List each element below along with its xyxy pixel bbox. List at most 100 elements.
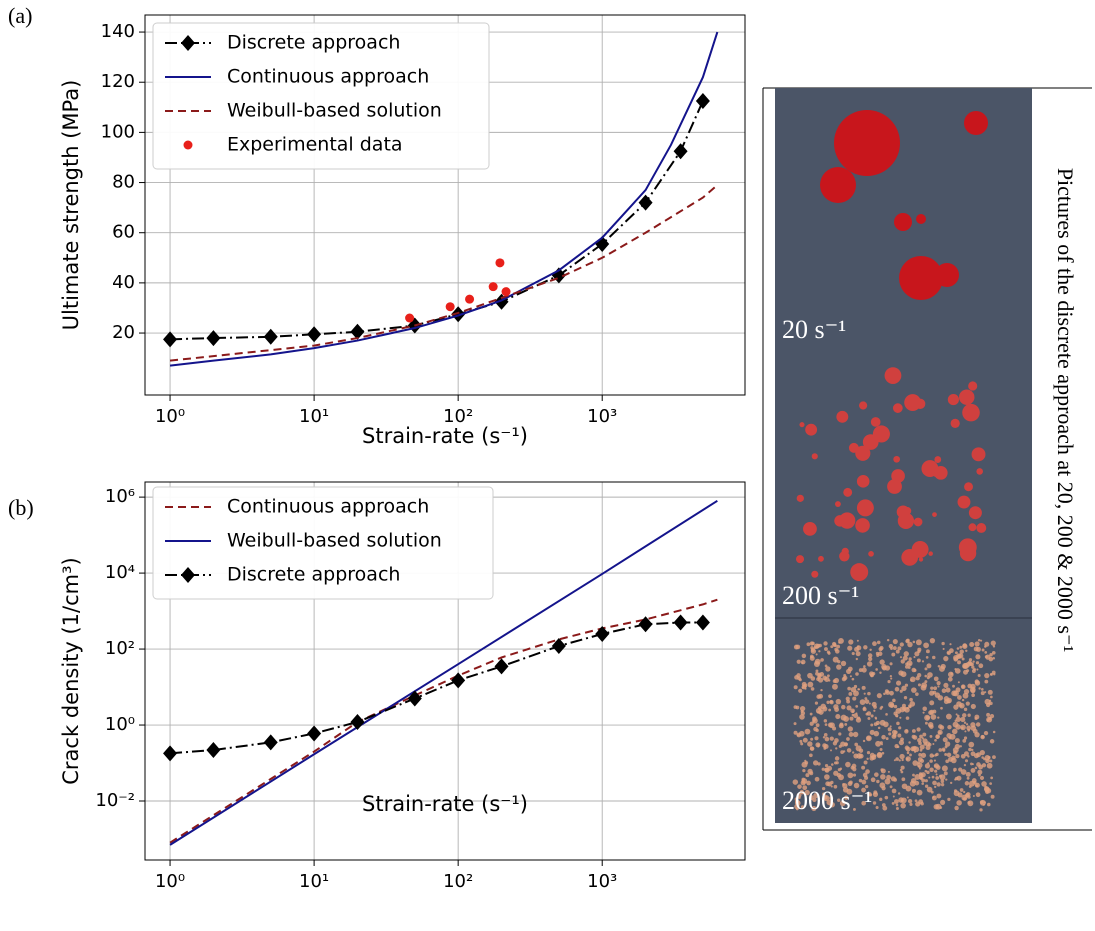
pore <box>794 797 799 801</box>
pore <box>807 741 813 747</box>
pore <box>974 782 980 788</box>
pore <box>912 760 919 766</box>
legend-label: Continuous approach <box>227 66 429 88</box>
pore <box>862 707 866 711</box>
pore <box>968 506 982 520</box>
legend-label: Discrete approach <box>227 564 400 586</box>
pore <box>948 648 954 654</box>
pore <box>899 716 902 719</box>
pore <box>975 722 981 727</box>
series-line <box>169 184 719 362</box>
pore <box>830 645 834 649</box>
pore <box>958 538 977 557</box>
pore <box>905 716 910 720</box>
pore <box>895 803 899 807</box>
pore <box>933 759 937 762</box>
pore <box>912 773 915 777</box>
pore <box>973 781 977 785</box>
pore <box>992 755 996 760</box>
image-label: 200 s⁻¹ <box>782 581 859 610</box>
pore <box>970 662 974 667</box>
pore <box>886 638 890 642</box>
pore <box>981 756 984 759</box>
pore <box>843 487 853 497</box>
pore <box>838 512 856 529</box>
pore <box>838 744 842 748</box>
pore <box>796 673 801 678</box>
pore <box>847 686 851 691</box>
pore <box>852 807 856 811</box>
pore <box>924 674 928 678</box>
pore <box>951 690 958 697</box>
pore <box>816 694 821 699</box>
marker <box>495 258 505 268</box>
pore <box>962 739 967 743</box>
pore <box>942 647 945 650</box>
pore <box>793 722 797 726</box>
pore <box>974 680 981 686</box>
pore <box>965 771 971 777</box>
pore <box>826 650 831 654</box>
pore <box>851 677 855 681</box>
pore <box>837 798 841 803</box>
pore <box>940 779 945 784</box>
pore <box>954 805 959 811</box>
pore <box>865 735 872 742</box>
pore <box>947 671 954 678</box>
pore <box>847 645 853 651</box>
pore <box>931 795 937 801</box>
pore <box>834 501 841 507</box>
marker <box>445 302 455 312</box>
marker <box>350 714 365 731</box>
pore <box>953 789 958 793</box>
pore <box>924 784 929 788</box>
pore <box>984 672 990 679</box>
pore <box>875 740 882 747</box>
pore <box>893 455 901 463</box>
pore <box>861 779 867 785</box>
pore <box>922 711 925 714</box>
pore <box>964 781 970 786</box>
marker <box>206 330 221 347</box>
pore <box>799 714 805 720</box>
pore <box>977 769 983 775</box>
pore <box>855 672 859 676</box>
pore <box>884 665 891 671</box>
pore <box>812 797 817 803</box>
plot-frame <box>144 14 746 396</box>
pore <box>956 800 962 806</box>
pore <box>965 723 969 726</box>
pore <box>918 767 921 770</box>
series-line <box>169 31 719 367</box>
pore <box>970 703 976 710</box>
y-tick-label: 10² <box>105 638 135 659</box>
pore <box>891 788 897 794</box>
pore <box>895 806 899 810</box>
pore <box>865 769 870 774</box>
pore <box>981 781 987 787</box>
pore <box>843 716 850 722</box>
pore <box>963 751 969 757</box>
y-tick-label: 10⁰ <box>105 714 135 735</box>
pore <box>856 499 874 517</box>
pore <box>911 541 929 558</box>
pore <box>906 751 910 755</box>
pore <box>963 707 968 712</box>
pore <box>867 653 873 658</box>
pore <box>981 763 987 768</box>
pore <box>815 707 822 714</box>
legend-label: Weibull-based solution <box>227 530 442 552</box>
pore <box>976 668 979 671</box>
pore <box>970 725 977 731</box>
y-tick-label: 10⁴ <box>105 562 135 583</box>
marker <box>307 725 322 742</box>
pore <box>960 753 966 759</box>
pore <box>938 724 943 729</box>
pore <box>986 712 991 717</box>
pore <box>795 644 801 650</box>
pore <box>818 555 824 562</box>
pore <box>974 716 978 720</box>
pore <box>944 753 948 756</box>
pore <box>900 802 906 809</box>
pore <box>925 741 931 747</box>
